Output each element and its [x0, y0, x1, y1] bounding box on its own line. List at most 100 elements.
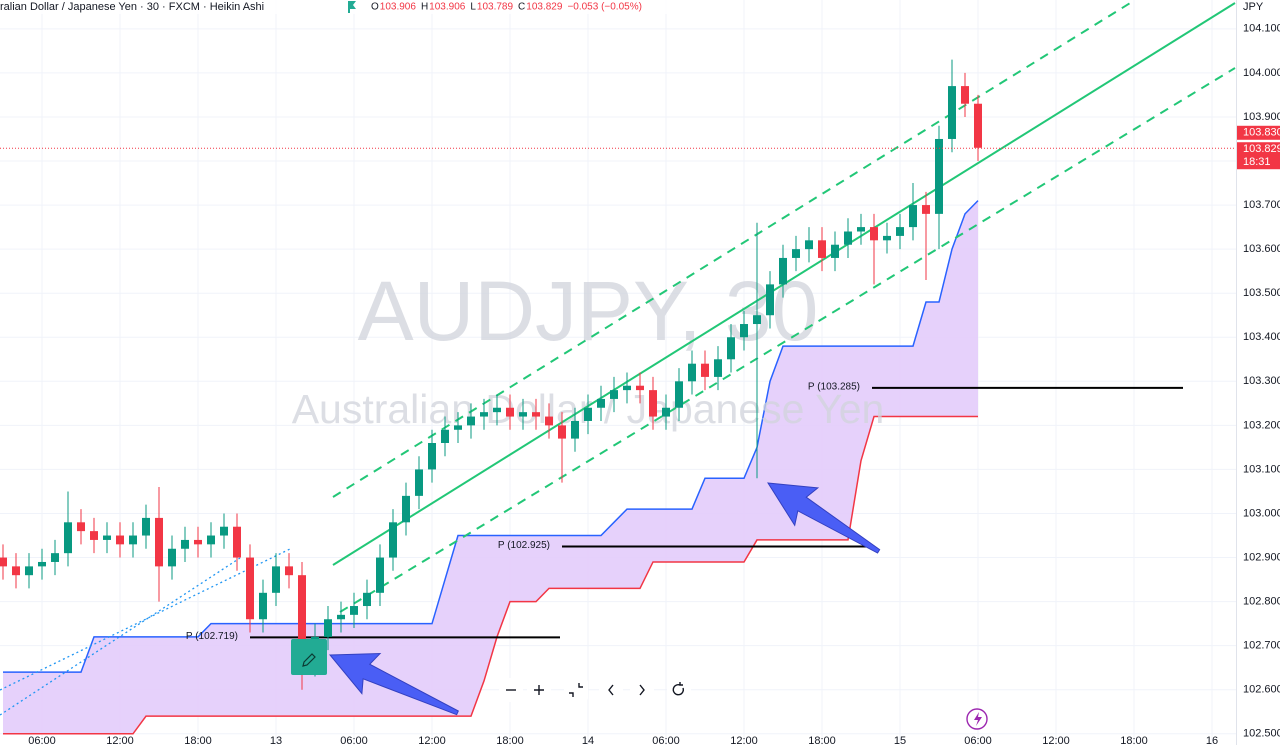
- upper-band-line: [3, 200, 979, 673]
- y-tick-label: 103.700: [1243, 199, 1280, 211]
- candle-body: [584, 407, 592, 421]
- candle-body: [116, 535, 124, 545]
- candle-body: [389, 522, 397, 558]
- reset-scale-button[interactable]: [564, 678, 588, 702]
- candle-body: [454, 425, 462, 430]
- toolbar: [499, 678, 988, 730]
- candle-body: [948, 86, 956, 139]
- currency: JPY: [1243, 1, 1264, 13]
- flag-icon: [348, 1, 356, 13]
- candle-body: [701, 363, 709, 377]
- x-tick-label: 18:00: [1120, 735, 1148, 745]
- candles: [0, 59, 982, 690]
- scroll-right-button[interactable]: [630, 678, 654, 702]
- candle-body: [688, 363, 696, 382]
- header: ralian Dollar / Japanese Yen · 30 · FXCM…: [0, 0, 680, 14]
- candle-body: [857, 227, 865, 232]
- y-tick-label: 102.900: [1243, 551, 1280, 563]
- candle-body: [493, 407, 501, 413]
- candle-body: [38, 561, 46, 567]
- x-tick-label: 18:00: [496, 735, 524, 745]
- arrow: [767, 482, 881, 554]
- alert-icon: [974, 712, 982, 726]
- x-tick-label: 16: [1206, 735, 1218, 745]
- x-tick-label: 12:00: [1042, 735, 1070, 745]
- candle-body: [246, 557, 254, 620]
- reset-scale-icon: [569, 683, 583, 697]
- candle-body: [532, 412, 540, 417]
- y-tick-label: 103.600: [1243, 243, 1280, 255]
- candle-body: [272, 566, 280, 593]
- trend-line: [0, 547, 293, 691]
- y-tick-label: 103.000: [1243, 507, 1280, 519]
- x-tick-label: 14: [582, 735, 594, 745]
- legend-change: −0.053 (−0.05%): [567, 2, 642, 13]
- candle-body: [870, 227, 878, 241]
- candle-body: [324, 619, 332, 637]
- candle-body: [922, 205, 930, 214]
- candle-body: [623, 385, 631, 391]
- candle-body: [181, 539, 189, 549]
- candle-body: [285, 566, 293, 576]
- candle-body: [467, 416, 475, 426]
- candle-body: [363, 592, 371, 607]
- candle-body: [818, 240, 826, 258]
- candle-body: [909, 205, 917, 228]
- candle-body: [220, 526, 228, 536]
- candle-body: [740, 324, 748, 338]
- y-tick-label: 102.500: [1243, 728, 1280, 740]
- candle-body: [896, 227, 904, 236]
- candle-body: [792, 249, 800, 258]
- lower-band-line: [3, 415, 978, 735]
- candle-body: [12, 566, 20, 576]
- candle-body: [428, 442, 436, 470]
- marker-icon: [302, 653, 316, 667]
- watermark: AUDJPY, 30: [358, 264, 819, 358]
- legend-label: O: [371, 2, 379, 13]
- candle-body: [571, 420, 579, 439]
- candle-body: [350, 606, 358, 615]
- pivots: P (102.719) P (102.925) P (103.285): [186, 382, 1183, 642]
- x-tick-label: 12:00: [730, 735, 758, 745]
- x-tick-label: 06:00: [964, 735, 992, 745]
- candle-body: [805, 240, 813, 250]
- scroll-left-button[interactable]: [599, 678, 623, 702]
- header-bg: [0, 0, 680, 14]
- y-tick-label: 104.100: [1243, 23, 1280, 35]
- y-tick-label: 103.900: [1243, 111, 1280, 123]
- candle-body: [480, 412, 488, 417]
- candle-body: [168, 548, 176, 567]
- reset-button[interactable]: [667, 678, 691, 702]
- annotations: [291, 482, 881, 716]
- arrow: [328, 653, 459, 716]
- candle-body: [831, 244, 839, 258]
- x-tick-label: 06:00: [340, 735, 368, 745]
- candle-body: [90, 531, 98, 540]
- candle-body: [844, 231, 852, 245]
- band-fill: [3, 200, 978, 734]
- x-tick-label: 13: [270, 735, 282, 745]
- zoom-in-icon: [534, 685, 544, 695]
- y-tick-label: 103.300: [1243, 375, 1280, 387]
- y-tick-label: 103.200: [1243, 419, 1280, 431]
- reset-icon: [672, 682, 684, 696]
- legend-label: C: [518, 2, 525, 13]
- y-tick-label: 103.100: [1243, 463, 1280, 475]
- y-tick-label: 103.400: [1243, 331, 1280, 343]
- candle-body: [298, 575, 306, 664]
- y-tick-label: 102.800: [1243, 596, 1280, 608]
- y-tick-label: 102.600: [1243, 684, 1280, 696]
- legend-value: 103.906: [380, 2, 417, 13]
- pivot-label: P (103.285): [808, 382, 860, 393]
- candle-body: [259, 592, 267, 620]
- legend-value: 103.789: [477, 2, 514, 13]
- channel-upper: [332, 0, 1136, 498]
- pivot-label: P (102.719): [186, 631, 238, 642]
- candle-body: [766, 284, 774, 316]
- candle-body: [77, 522, 85, 532]
- candle-body: [558, 425, 566, 439]
- candle-body: [337, 614, 345, 620]
- candle-body: [207, 535, 215, 545]
